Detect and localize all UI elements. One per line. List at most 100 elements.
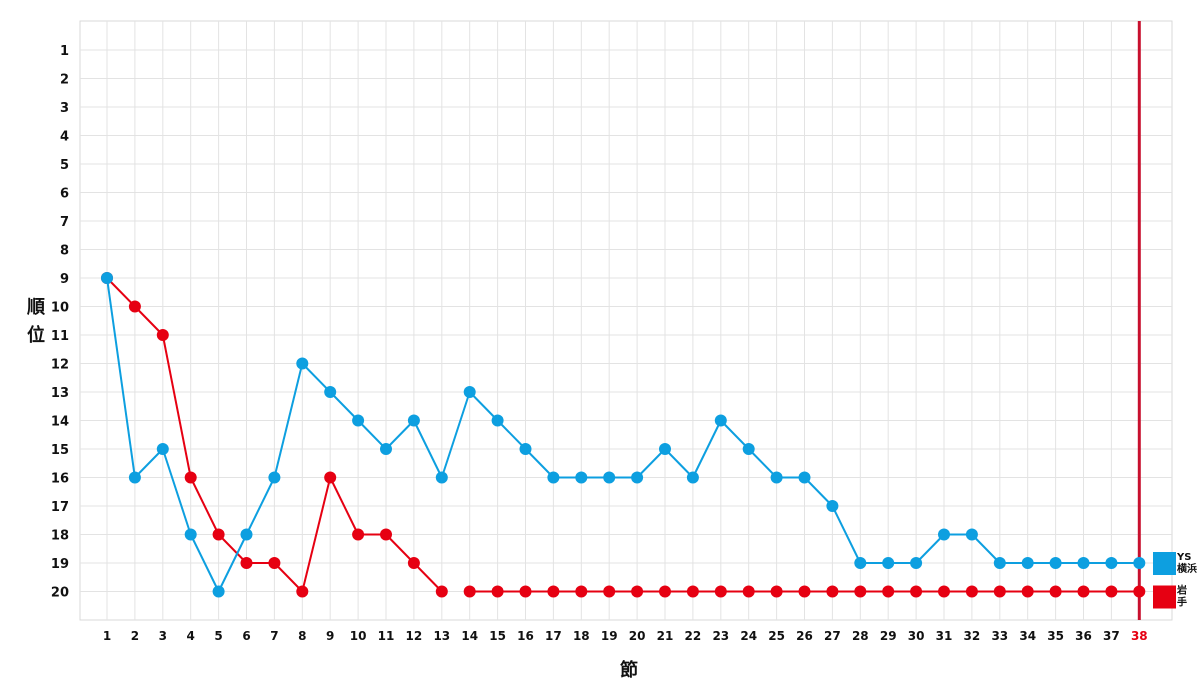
y-tick-label: 7	[60, 215, 69, 230]
data-point	[603, 471, 616, 484]
legend-label: 横浜	[1177, 562, 1197, 575]
x-tick-label: 36	[1075, 629, 1092, 643]
y-tick-label: 14	[51, 415, 69, 430]
data-point	[324, 471, 337, 484]
series-line-segment	[245, 477, 276, 535]
y-tick-label: 10	[51, 301, 69, 316]
data-point	[770, 471, 783, 484]
data-point	[882, 557, 895, 569]
data-point	[435, 585, 448, 598]
x-tick-label: 11	[378, 629, 395, 643]
data-point	[714, 585, 727, 598]
data-point	[1133, 557, 1146, 569]
data-point	[1133, 585, 1146, 598]
series-line-segment	[273, 562, 304, 593]
data-point	[380, 528, 392, 541]
x-tick-label: 29	[880, 629, 897, 643]
data-point	[240, 528, 253, 541]
data-point	[491, 585, 504, 598]
series-line-segment	[413, 562, 443, 593]
series-line-segment	[831, 505, 862, 564]
x-tick-label: 22	[685, 629, 702, 643]
data-point	[268, 471, 281, 484]
data-point	[938, 528, 950, 541]
y-tick-label: 4	[60, 130, 69, 145]
data-point	[1077, 585, 1090, 598]
x-tick-label: 10	[350, 629, 367, 643]
series-line-segment	[440, 391, 471, 478]
series-line-segment	[134, 448, 164, 479]
y-tick-label: 18	[51, 529, 69, 544]
data-point	[659, 585, 671, 598]
x-tick-label: 34	[1019, 629, 1036, 643]
data-point	[854, 557, 867, 569]
x-tick-labels: 1 2 3 4 5 6 7 8 9 10 11 12 13 14 15 16 17 18 19 20 21 22 23 24 2…	[103, 629, 1148, 643]
series-line-segment	[217, 534, 248, 592]
series-line-segment	[692, 420, 722, 478]
y-tick-label: 2	[60, 73, 69, 88]
y-tick-label: 12	[51, 358, 69, 373]
data-point	[631, 585, 644, 598]
data-point	[463, 585, 476, 598]
x-tick-label: 32	[964, 629, 981, 643]
data-point	[491, 414, 504, 427]
y-axis-title: 順位	[27, 297, 46, 346]
series-line-segment	[413, 420, 443, 478]
x-tick-label: 27	[824, 629, 841, 643]
data-point	[1049, 585, 1062, 598]
data-point	[435, 471, 448, 484]
x-tick-label: 35	[1047, 629, 1064, 643]
y-tick-label: 11	[51, 329, 69, 344]
data-point	[826, 585, 839, 598]
x-tick-label: 17	[545, 629, 562, 643]
y-tick-label: 16	[51, 472, 69, 487]
data-point	[854, 585, 867, 598]
legend-swatch	[1153, 585, 1176, 609]
x-tick-label: 4	[187, 629, 195, 643]
data-point	[965, 585, 978, 598]
data-point	[240, 557, 253, 569]
data-point	[798, 585, 811, 598]
x-tick-label: 31	[936, 629, 953, 643]
x-tick-label: 26	[796, 629, 813, 643]
data-point	[603, 585, 616, 598]
series-line-segment	[385, 533, 415, 564]
y-tick-label: 15	[51, 443, 69, 458]
data-point	[519, 585, 532, 598]
x-tick-label: 20	[629, 629, 646, 643]
y-tick-label: 6	[60, 187, 69, 202]
series-line-segment	[747, 448, 778, 479]
data-point	[128, 300, 141, 313]
grid	[80, 21, 1172, 620]
x-tick-label: 1	[103, 629, 111, 643]
data-point	[352, 528, 365, 541]
series-iwate	[101, 272, 1146, 598]
x-tick-label: 24	[740, 629, 757, 643]
data-point	[1105, 585, 1118, 598]
data-point	[770, 585, 783, 598]
x-tick-label: 23	[712, 629, 729, 643]
data-point	[714, 414, 727, 427]
series-line-segment	[301, 477, 332, 592]
data-point	[352, 414, 365, 427]
x-tick-label: 30	[908, 629, 925, 643]
series-line-segment	[915, 533, 945, 564]
y-tick-label: 20	[51, 586, 69, 601]
data-point	[1049, 557, 1062, 569]
data-point	[1077, 557, 1090, 569]
data-point	[798, 471, 811, 484]
x-tick-label: 37	[1103, 629, 1120, 643]
data-point	[659, 443, 671, 455]
series-line-segment	[496, 419, 527, 450]
x-tick-label: 16	[517, 629, 534, 643]
data-point	[380, 443, 392, 455]
x-tick-label: 38	[1131, 629, 1148, 643]
data-point	[686, 585, 699, 598]
x-tick-label: 8	[298, 629, 306, 643]
x-tick-label: 19	[601, 629, 618, 643]
data-point	[631, 471, 644, 484]
data-point	[938, 585, 950, 598]
x-tick-label: 18	[573, 629, 590, 643]
data-point	[742, 585, 755, 598]
